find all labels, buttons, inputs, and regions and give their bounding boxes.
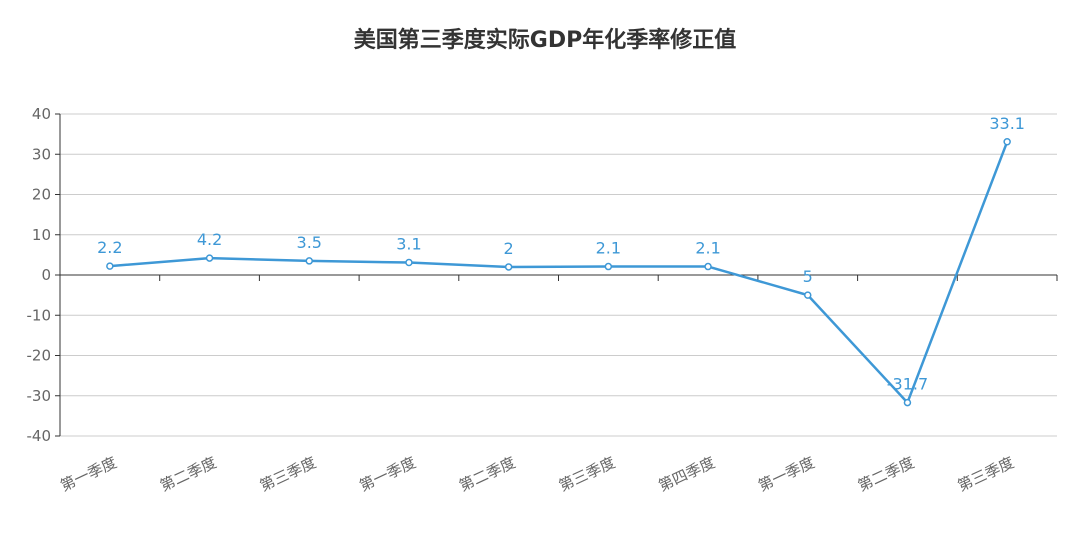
x-tick-label: 第三季度 xyxy=(955,453,1017,495)
data-label: 4.2 xyxy=(197,230,222,249)
y-tick-label: -40 xyxy=(27,427,52,445)
grid-lines xyxy=(60,113,1057,437)
y-tick-label: 40 xyxy=(32,105,51,123)
data-label: 33.1 xyxy=(989,114,1025,133)
x-tick-label: 第一季度 xyxy=(755,453,817,495)
series-line-path xyxy=(109,141,1009,404)
y-tick-label: 30 xyxy=(32,145,51,163)
data-label: 2.1 xyxy=(695,239,720,258)
data-labels: 2.2 4.2 3.5 3.1 2 2.1 2.1 5 -31.7 33.1 xyxy=(97,114,1025,394)
y-tick-label: -30 xyxy=(27,387,52,405)
data-point[interactable] xyxy=(604,262,613,271)
series-line xyxy=(106,138,1011,407)
x-tick-label: 第二季度 xyxy=(456,453,518,495)
data-point[interactable] xyxy=(903,398,912,407)
data-label: 5 xyxy=(803,267,813,286)
data-point[interactable] xyxy=(205,254,214,262)
data-label: -31.7 xyxy=(887,375,928,394)
y-axis: 40 30 20 10 0 -10 -20 -30 -40 xyxy=(27,105,61,445)
x-tick-label: 第四季度 xyxy=(656,453,718,495)
y-tick-label: -20 xyxy=(27,347,52,365)
x-tick-label: 第二季度 xyxy=(855,453,917,495)
y-tick-label: -10 xyxy=(27,306,52,324)
data-point[interactable] xyxy=(804,291,812,299)
data-point[interactable] xyxy=(704,262,712,271)
x-tick-label: 第一季度 xyxy=(58,453,120,495)
x-tick-label: 第三季度 xyxy=(257,453,319,495)
data-point[interactable] xyxy=(1003,138,1011,146)
data-label: 3.5 xyxy=(297,233,322,252)
data-point[interactable] xyxy=(106,262,114,270)
chart-title: 美国第三季度实际GDP年化季率修正值 xyxy=(353,28,737,53)
data-label: 2.2 xyxy=(97,238,122,257)
y-tick-label: 10 xyxy=(32,226,51,244)
x-tick-label: 第一季度 xyxy=(357,453,419,495)
y-tick-label: 20 xyxy=(32,186,51,204)
data-point[interactable] xyxy=(305,257,313,265)
data-label: 2.1 xyxy=(596,239,621,258)
data-label: 2 xyxy=(504,239,514,258)
y-tick-label: 0 xyxy=(41,266,51,284)
data-label: 3.1 xyxy=(396,235,421,254)
data-point[interactable] xyxy=(405,258,413,267)
x-tick-label: 第二季度 xyxy=(157,453,219,495)
data-point[interactable] xyxy=(504,263,513,271)
x-tick-label: 第三季度 xyxy=(556,453,618,495)
